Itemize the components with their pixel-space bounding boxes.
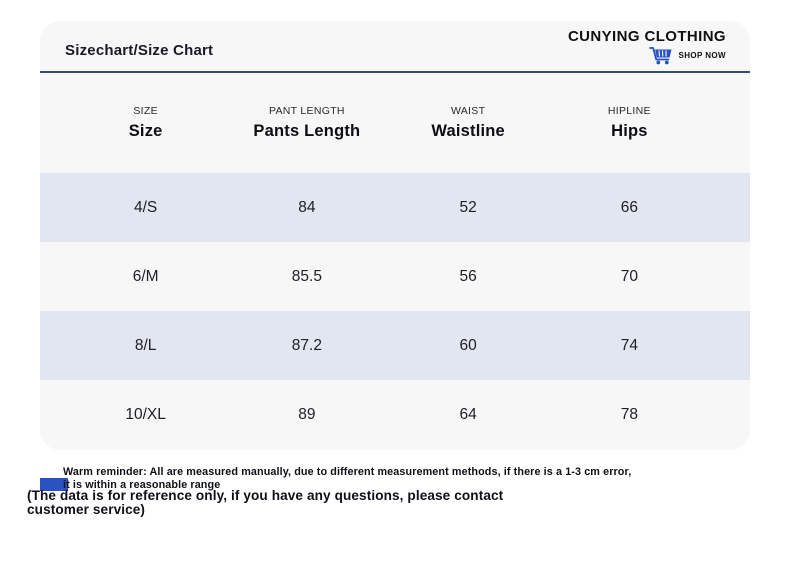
reference-note-line1: (The data is for reference only, if you … xyxy=(27,488,504,503)
column-eyebrow: WAIST xyxy=(450,105,486,117)
page-title: Sizechart/Size Chart xyxy=(65,42,214,59)
size-chart-card: Sizechart/Size Chart CUNYING CLOTHING xyxy=(40,21,750,450)
table-row: 6/M 85.5 56 70 xyxy=(40,242,750,311)
table-row: 4/S 84 52 66 xyxy=(40,173,750,242)
cell-hips: 66 xyxy=(620,198,638,216)
cell-hips: 74 xyxy=(620,336,638,354)
column-eyebrow: HIPLINE xyxy=(607,105,651,117)
table-row: 8/L 87.2 60 74 xyxy=(40,311,750,380)
cell-waistline: 56 xyxy=(459,267,477,285)
reference-note-line2: customer service) xyxy=(27,502,146,517)
warm-reminder-text: Warm reminder: All are measured manually… xyxy=(63,466,631,491)
column-label: Waistline xyxy=(431,122,505,140)
cell-waistline: 64 xyxy=(459,405,477,423)
card-header: Sizechart/Size Chart CUNYING CLOTHING xyxy=(40,21,750,73)
table-header-row: SIZE Size PANT LENGTH Pants Length WAIST… xyxy=(40,73,750,173)
warm-reminder-line2: it is within a reasonable range xyxy=(63,478,221,491)
column-eyebrow: PANT LENGTH xyxy=(268,105,345,117)
cell-hips: 78 xyxy=(620,405,638,423)
cell-size: 8/L xyxy=(134,336,157,354)
cell-size: 4/S xyxy=(133,198,158,216)
shop-now-button[interactable]: SHOP NOW xyxy=(568,46,726,65)
cell-pants-length: 89 xyxy=(298,405,316,423)
table-row: 10/XL 89 64 78 xyxy=(40,380,750,449)
cell-pants-length: 87.2 xyxy=(291,336,322,354)
cell-waistline: 52 xyxy=(459,198,477,216)
column-header-size: SIZE Size xyxy=(65,105,226,141)
legend-color-swatch xyxy=(40,478,68,491)
brand-block: CUNYING CLOTHING SHOP NOW xyxy=(568,29,726,65)
cell-pants-length: 85.5 xyxy=(291,267,322,285)
column-label: Pants Length xyxy=(253,122,361,140)
cell-pants-length: 84 xyxy=(298,198,316,216)
cell-waistline: 60 xyxy=(459,336,477,354)
cell-size: 6/M xyxy=(132,267,159,285)
column-header-hips: HIPLINE Hips xyxy=(549,105,710,141)
shopping-cart-icon xyxy=(649,46,673,65)
column-eyebrow: SIZE xyxy=(133,105,158,117)
cell-hips: 70 xyxy=(620,267,638,285)
brand-name: CUNYING CLOTHING xyxy=(567,28,726,45)
cell-size: 10/XL xyxy=(125,405,166,423)
reference-note-text: (The data is for reference only, if you … xyxy=(27,489,503,517)
shop-now-label: SHOP NOW xyxy=(678,51,726,60)
warm-reminder-line1: Warm reminder: All are measured manually… xyxy=(63,466,632,478)
column-label: Size xyxy=(128,122,163,140)
column-header-waistline: WAIST Waistline xyxy=(388,105,549,141)
column-label: Hips xyxy=(611,122,648,140)
column-header-pants-length: PANT LENGTH Pants Length xyxy=(226,105,387,141)
